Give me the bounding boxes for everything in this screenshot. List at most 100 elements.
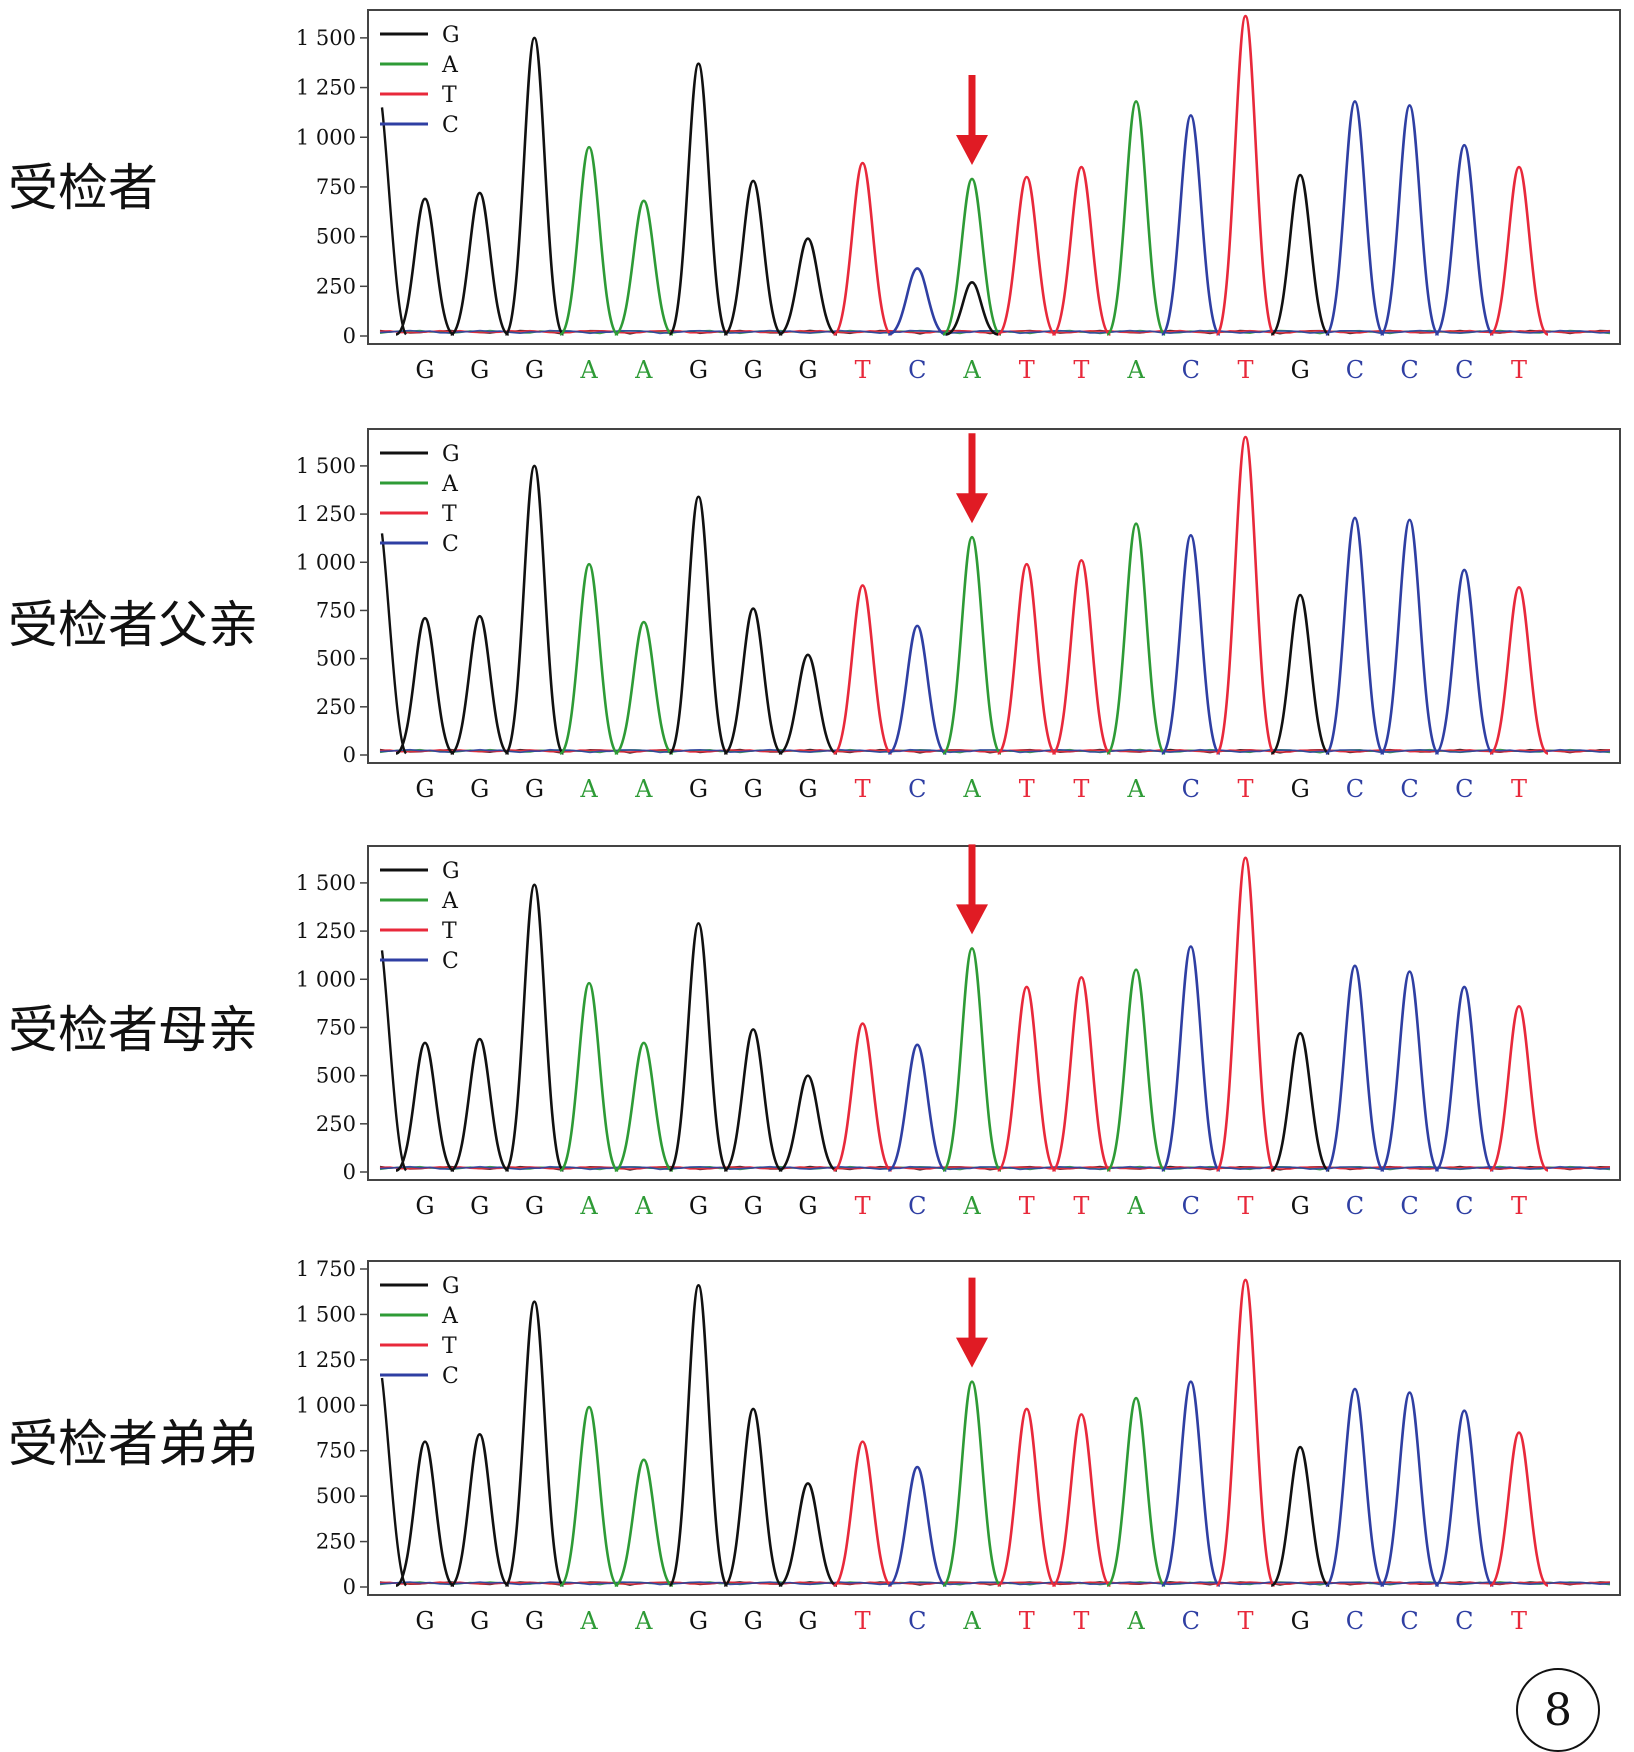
peak-T [996,562,1057,755]
baseline-trace-C [379,329,1611,335]
peak-G [668,495,729,755]
base-call: G [470,356,489,384]
base-call: C [1182,1607,1200,1635]
peak-C [1160,945,1222,1172]
legend-label: T [442,502,457,527]
legend-label: A [441,1304,459,1329]
variant-arrow-icon [956,1337,988,1368]
y-tick-label: 1 750 [296,1257,356,1281]
y-tick-label: 750 [316,175,356,199]
base-call: G [525,1607,544,1635]
peak-A [558,562,620,755]
peak-G [504,1300,565,1587]
base-call: C [1346,356,1364,384]
base-call: A [579,1607,598,1635]
legend-label: C [442,532,459,557]
peak-C [887,1465,947,1587]
peak-T [1051,165,1112,336]
baseline-trace-C [379,748,1611,754]
peak-G [504,883,565,1172]
y-tick-label: 500 [316,647,356,671]
peak-G [395,1041,455,1172]
y-tick-label: 1 500 [296,871,356,895]
peak-G [504,464,565,755]
variant-arrow-icon [956,493,988,524]
y-tick-label: 1 500 [296,454,356,478]
base-call: A [1126,1192,1145,1220]
base-call: C [1346,1192,1364,1220]
leading-trace [380,107,408,336]
peak-T [1489,586,1549,755]
base-call: A [634,1607,653,1635]
base-call: T [855,775,871,803]
plot-frame [367,845,1621,1181]
y-tick-label: 0 [343,1575,356,1599]
variant-arrow-icon [956,904,988,935]
peak-G [450,1037,510,1172]
base-call: C [1400,356,1418,384]
baseline-trace-C [379,1581,1611,1586]
leading-trace [380,533,408,755]
y-tick-label: 0 [343,1160,356,1184]
peak-A [559,1405,619,1587]
peak-C [1434,985,1495,1172]
peak-G [668,62,729,336]
peak-G [668,922,729,1172]
base-call: T [1019,356,1035,384]
base-call: T [1511,1192,1527,1220]
base-call: G [470,1607,489,1635]
peak-A [614,1458,674,1587]
y-tick-label: 0 [343,743,356,767]
legend-label: G [442,859,460,884]
y-tick-label: 250 [316,274,356,298]
base-call: A [579,1192,598,1220]
peak-C [887,267,947,336]
base-call: C [908,356,926,384]
base-call: G [1291,1192,1310,1220]
legend-label: T [442,1334,457,1359]
base-call: A [962,775,981,803]
base-call: A [1126,356,1145,384]
base-call: G [689,1607,708,1635]
peak-T [1051,976,1112,1172]
base-call: G [415,356,434,384]
peak-C [1434,568,1495,755]
peak-T [1215,14,1276,336]
legend-label: C [442,949,459,974]
peak-A [942,177,1002,336]
base-call: T [1511,1607,1527,1635]
peak-G [778,237,838,336]
variant-arrow-icon [956,134,988,165]
y-tick-label: 0 [343,324,356,348]
peak-A [614,199,674,336]
base-call: T [1511,775,1527,803]
peak-C [1379,970,1440,1172]
peak-G [395,197,455,336]
base-call: C [908,775,926,803]
base-call: C [1346,775,1364,803]
peak-T [996,1407,1057,1587]
peak-G [395,1440,455,1587]
base-call: T [1019,1192,1035,1220]
base-call: G [689,356,708,384]
y-tick-label: 1 250 [296,76,356,100]
peak-A [558,145,620,336]
y-tick-label: 1 250 [296,919,356,943]
base-call: T [1073,1192,1089,1220]
base-call: G [1291,356,1310,384]
y-tick-label: 250 [316,695,356,719]
y-tick-label: 250 [316,1530,356,1554]
base-call: A [634,775,653,803]
peak-G [1270,1445,1330,1587]
peak-C [887,1043,947,1172]
panel-label-mother: 受检者母亲 [8,1001,258,1059]
base-call: G [415,1607,434,1635]
peak-T [832,1022,893,1172]
peak-C [1379,104,1440,336]
peak-C [1160,533,1222,755]
legend-label: T [442,919,457,944]
legend-label: G [442,1274,460,1299]
